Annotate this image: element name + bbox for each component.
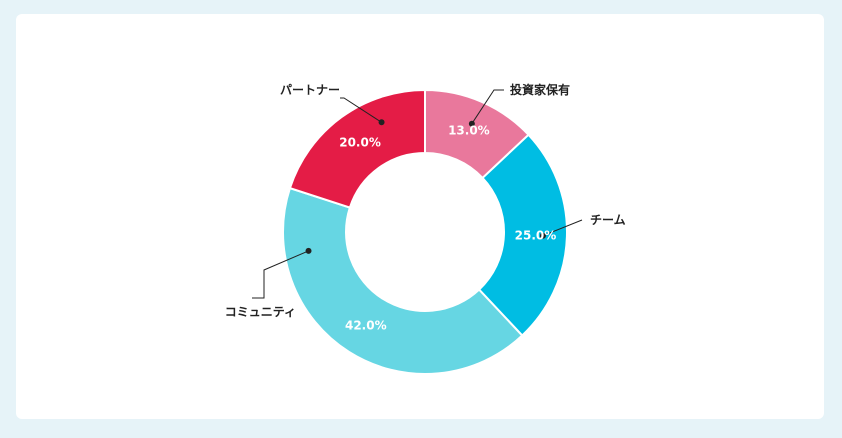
value-label-community: 42.0% bbox=[345, 318, 387, 332]
callout-line-community bbox=[252, 250, 309, 299]
slices bbox=[282, 88, 568, 375]
value-labels: 13.0% 25.0% 42.0% 20.0% bbox=[339, 124, 556, 333]
slice-team bbox=[477, 133, 568, 337]
callout-line-team bbox=[542, 219, 583, 237]
callout-line-investor bbox=[471, 89, 504, 124]
value-label-team: 25.0% bbox=[515, 228, 557, 242]
category-label-community: コミュニティ bbox=[225, 305, 296, 319]
category-label-team: チーム bbox=[590, 213, 626, 227]
slice-community bbox=[282, 186, 524, 375]
value-label-partner: 20.0% bbox=[339, 136, 381, 150]
category-label-investor: 投資家保有 bbox=[510, 82, 570, 97]
category-label-partner: パートナー bbox=[280, 83, 340, 97]
slice-partner bbox=[288, 88, 426, 209]
callout-line-partner bbox=[340, 97, 382, 123]
value-label-investor: 13.0% bbox=[448, 124, 490, 138]
